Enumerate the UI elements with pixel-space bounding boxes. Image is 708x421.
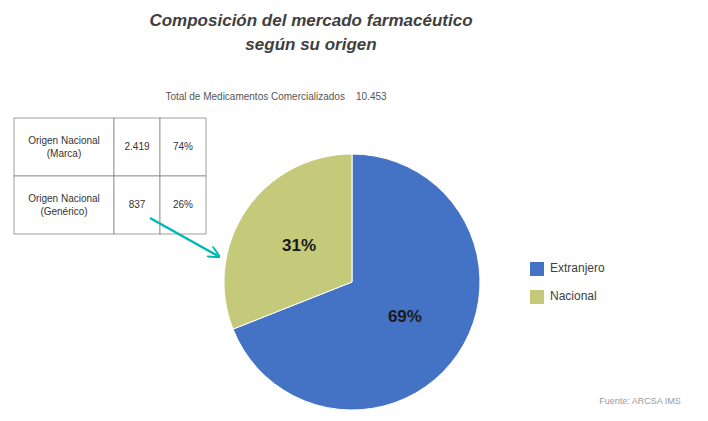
data-label: 69% xyxy=(388,307,422,326)
source: Fuente: ARCSA IMS xyxy=(599,396,681,406)
legend: Extranjero Nacional xyxy=(530,261,605,304)
legend-label: Extranjero xyxy=(550,261,605,275)
table-text-line: 74% xyxy=(173,141,193,152)
chart: Composición del mercado farmacéutico segú… xyxy=(0,0,708,421)
table-cell xyxy=(160,176,206,234)
table-cell xyxy=(14,118,114,176)
data-label: 31% xyxy=(282,236,316,255)
table-text: 74% xyxy=(173,141,193,152)
table-text-line: 26% xyxy=(173,199,193,210)
table-text-line: 2.419 xyxy=(124,141,149,152)
legend-item: Nacional xyxy=(530,289,597,304)
pie xyxy=(224,154,480,410)
title: Composición del mercado farmacéutico segú… xyxy=(149,11,472,54)
title-line: según su origen xyxy=(245,35,376,54)
table-text: 837 xyxy=(129,199,146,210)
legend-item: Extranjero xyxy=(530,261,605,276)
table-text-line: Origen Nacional xyxy=(28,192,100,203)
legend-swatch xyxy=(530,290,544,304)
slice xyxy=(224,154,352,329)
table-text-line: Origen Nacional xyxy=(28,134,100,145)
table-cell xyxy=(114,118,160,176)
subtitle: Total de Medicamentos Comercializados 10… xyxy=(165,91,387,102)
table-cell xyxy=(14,176,114,234)
title-line: Composición del mercado farmacéutico xyxy=(149,11,472,30)
table-text: 26% xyxy=(173,199,193,210)
table-text: Origen Nacional (Marca) xyxy=(28,134,100,158)
table-cell xyxy=(160,118,206,176)
table-text-line: (Genérico) xyxy=(40,205,87,216)
table-text-line: (Marca) xyxy=(47,147,81,158)
table-text: 2.419 xyxy=(124,141,149,152)
table-text: Origen Nacional (Genérico) xyxy=(28,192,100,216)
table-cell xyxy=(114,176,160,234)
legend-swatch xyxy=(530,262,544,276)
data-labels: 69% 31% xyxy=(282,236,422,327)
table-text-line: 837 xyxy=(129,199,146,210)
arrow xyxy=(150,218,218,256)
table: Origen Nacional (Marca) 2.419 74% Origen Nac… xyxy=(14,118,206,234)
legend-label: Nacional xyxy=(550,289,597,303)
